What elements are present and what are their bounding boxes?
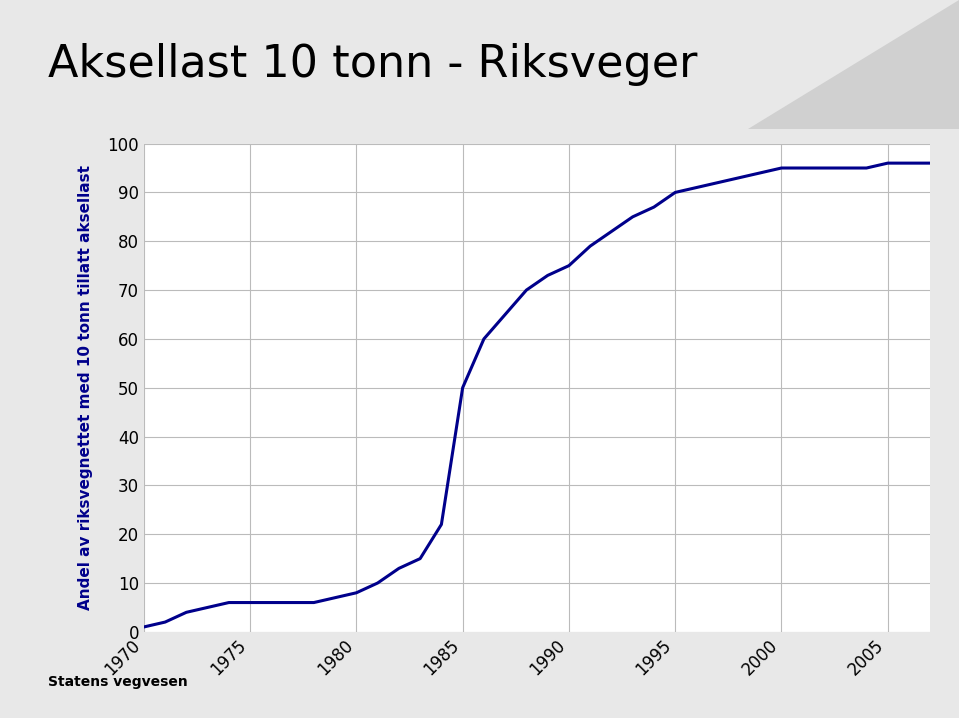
- Polygon shape: [748, 0, 959, 129]
- Y-axis label: Andel av riksvegnettet med 10 tonn tillatt aksellast: Andel av riksvegnettet med 10 tonn tilla…: [79, 165, 93, 610]
- Text: Statens vegvesen: Statens vegvesen: [48, 676, 188, 689]
- Text: Aksellast 10 tonn - Riksveger: Aksellast 10 tonn - Riksveger: [48, 43, 697, 86]
